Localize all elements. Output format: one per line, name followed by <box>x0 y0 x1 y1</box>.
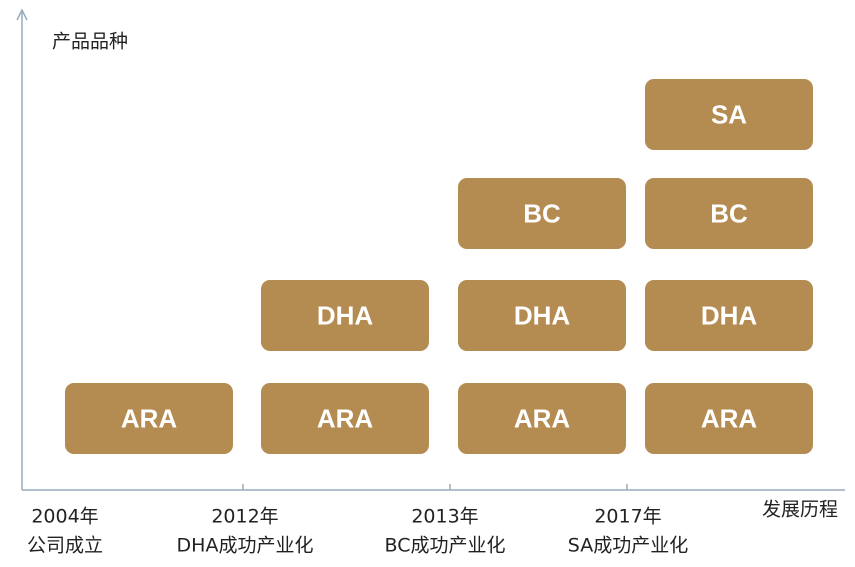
product-box <box>458 383 626 454</box>
product-label: ARA <box>701 403 758 433</box>
product-label: BC <box>523 198 561 228</box>
product-box <box>261 383 429 454</box>
product-label: ARA <box>317 403 374 433</box>
product-label: ARA <box>121 403 178 433</box>
product-box <box>645 383 813 454</box>
product-label: BC <box>710 198 748 228</box>
product-box <box>458 178 626 249</box>
product-label: SA <box>711 99 747 129</box>
stage-event: BC成功产业化 <box>385 535 506 557</box>
stage-year: 2012年 <box>211 506 278 528</box>
product-label: DHA <box>317 300 374 330</box>
x-axis-label: 发展历程 <box>762 499 838 521</box>
product-box <box>645 280 813 351</box>
product-label: DHA <box>701 300 758 330</box>
stage-event: DHA成功产业化 <box>177 535 314 557</box>
product-box <box>458 280 626 351</box>
product-box <box>65 383 233 454</box>
stage-year: 2004年 <box>31 506 98 528</box>
stage-event: SA成功产业化 <box>568 535 688 557</box>
stage-event: 公司成立 <box>27 535 103 557</box>
y-axis-label: 产品品种 <box>52 31 128 53</box>
product-box <box>645 79 813 150</box>
product-label: ARA <box>514 403 571 433</box>
stage-year: 2017年 <box>594 506 661 528</box>
product-box <box>645 178 813 249</box>
stage-year: 2013年 <box>411 506 478 528</box>
product-label: DHA <box>514 300 571 330</box>
product-box <box>261 280 429 351</box>
y-axis-arrow <box>16 8 28 21</box>
